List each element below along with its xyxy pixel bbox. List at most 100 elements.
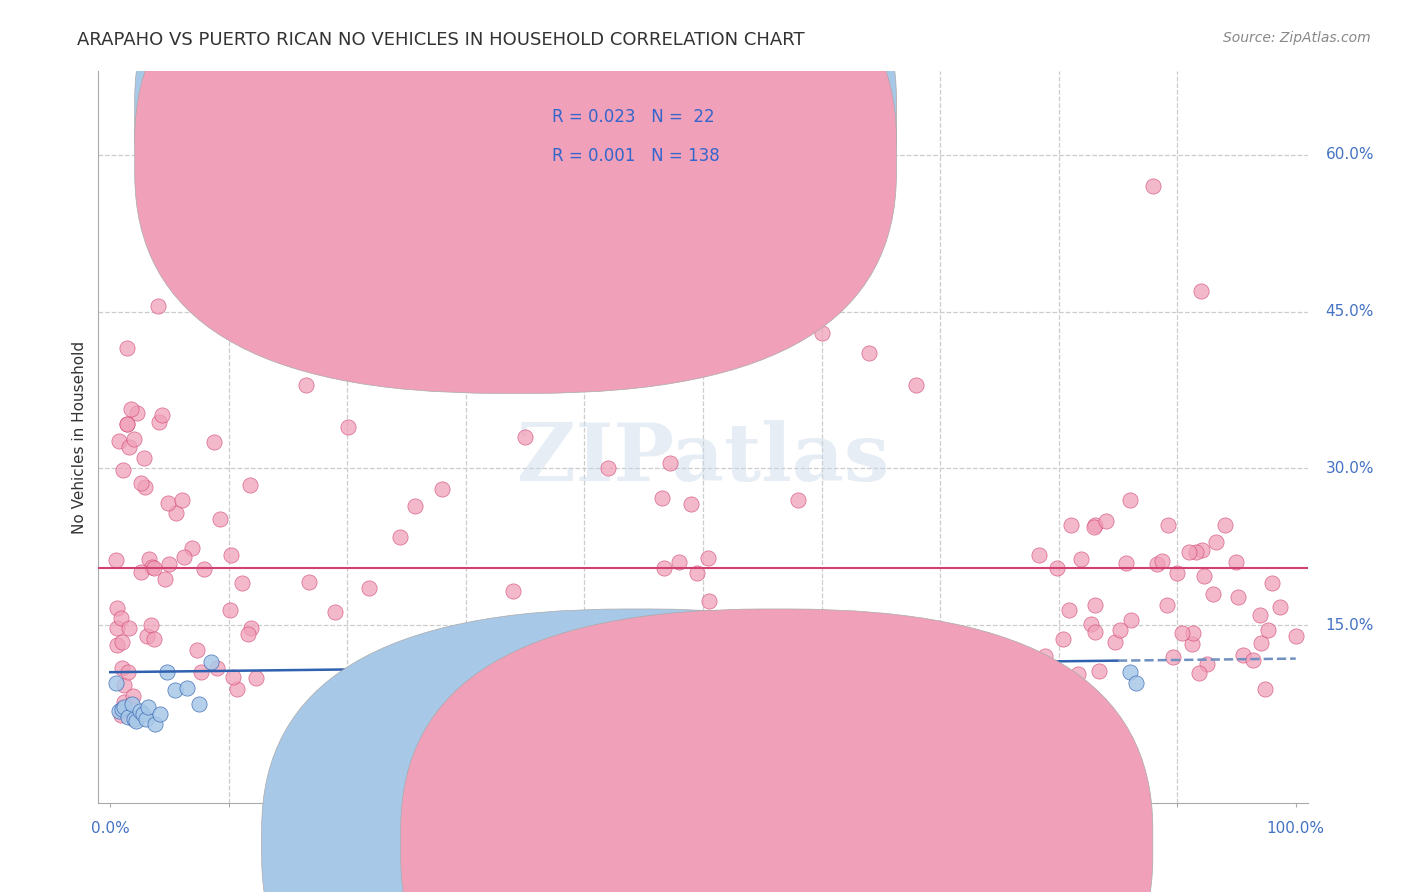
Point <box>1115 556 1137 570</box>
Point <box>1192 569 1215 583</box>
Point <box>1213 518 1236 533</box>
Point <box>142 632 165 647</box>
Point <box>1270 599 1292 614</box>
Point <box>1088 664 1111 678</box>
Point <box>810 326 832 340</box>
Point <box>1249 607 1271 622</box>
Point <box>240 621 263 635</box>
Point <box>115 417 138 432</box>
Point <box>395 368 418 382</box>
Point <box>357 581 380 595</box>
Point <box>458 677 481 691</box>
Point <box>1060 517 1083 532</box>
Point <box>564 326 586 341</box>
Text: R = 0.001   N = 138: R = 0.001 N = 138 <box>551 147 720 165</box>
Point <box>218 602 240 616</box>
Point <box>129 565 152 579</box>
Point <box>786 492 808 507</box>
Point <box>129 704 152 718</box>
Point <box>598 461 620 475</box>
Point <box>1125 675 1147 690</box>
Point <box>117 341 139 355</box>
FancyBboxPatch shape <box>467 86 811 185</box>
Point <box>112 695 135 709</box>
Point <box>135 712 157 726</box>
Point <box>111 702 134 716</box>
Point <box>1181 625 1204 640</box>
Point <box>229 310 252 324</box>
Point <box>149 706 172 721</box>
Point <box>1166 566 1188 580</box>
Point <box>156 495 179 509</box>
Point <box>1083 518 1105 533</box>
Point <box>110 611 132 625</box>
Point <box>1083 520 1105 534</box>
Point <box>107 704 129 718</box>
Point <box>225 682 247 697</box>
Point <box>132 706 155 721</box>
Point <box>152 409 174 423</box>
FancyBboxPatch shape <box>135 0 897 393</box>
Point <box>208 512 231 526</box>
Point <box>125 714 148 729</box>
Point <box>239 478 262 492</box>
Point <box>111 661 134 675</box>
Point <box>139 618 162 632</box>
Point <box>1189 284 1212 298</box>
Point <box>1241 653 1264 667</box>
Point <box>1205 535 1227 549</box>
Point <box>404 499 426 513</box>
Point <box>858 346 880 360</box>
Point <box>905 377 928 392</box>
Point <box>1052 632 1074 646</box>
Point <box>658 456 681 470</box>
Point <box>202 435 225 450</box>
Point <box>1084 599 1107 613</box>
Point <box>112 463 135 477</box>
Point <box>651 491 673 505</box>
Point <box>1156 598 1178 612</box>
Point <box>1181 637 1204 651</box>
Point <box>1108 623 1130 637</box>
Point <box>121 690 143 704</box>
Point <box>1178 545 1201 559</box>
Point <box>1121 613 1143 627</box>
Point <box>697 594 720 608</box>
Point <box>118 440 141 454</box>
Point <box>110 708 132 723</box>
Point <box>231 575 253 590</box>
Point <box>105 552 128 566</box>
Point <box>515 430 537 444</box>
Point <box>141 559 163 574</box>
Text: Puerto Ricans: Puerto Ricans <box>803 836 907 851</box>
Point <box>1261 576 1284 591</box>
Point <box>121 697 143 711</box>
Point <box>323 606 346 620</box>
Point <box>1285 629 1308 643</box>
Point <box>1070 552 1092 566</box>
Point <box>1171 626 1194 640</box>
Point <box>1161 650 1184 665</box>
Point <box>105 638 128 652</box>
Text: 45.0%: 45.0% <box>1326 304 1374 319</box>
Point <box>1191 543 1213 558</box>
Point <box>1257 624 1279 638</box>
Point <box>117 710 139 724</box>
Point <box>1157 518 1180 533</box>
Point <box>681 497 703 511</box>
Point <box>502 583 524 598</box>
Point <box>131 476 153 491</box>
Point <box>173 550 195 565</box>
Point <box>1067 666 1090 681</box>
Point <box>1057 602 1080 616</box>
Point <box>157 557 180 571</box>
Point <box>112 678 135 692</box>
Point <box>1080 616 1102 631</box>
Text: 60.0%: 60.0% <box>1326 147 1374 162</box>
Point <box>432 483 454 497</box>
Point <box>111 634 134 648</box>
Point <box>170 493 193 508</box>
Point <box>156 665 179 680</box>
Point <box>122 433 145 447</box>
Point <box>176 681 198 695</box>
